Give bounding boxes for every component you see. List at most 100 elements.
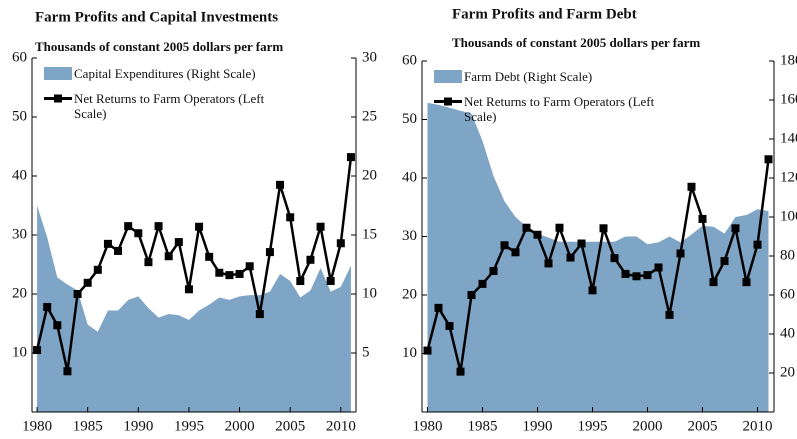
y2-tick-label: 25	[362, 108, 377, 124]
marker	[676, 249, 685, 258]
legend-label: Net Returns to Farm Operators (Left Scal…	[464, 94, 655, 124]
x-tick-label: 1985	[73, 418, 103, 434]
marker	[255, 310, 264, 319]
y2-tick-label: 60	[780, 286, 795, 302]
y2-tick-label: 5	[362, 344, 370, 360]
x-tick-label: 1985	[468, 418, 498, 434]
legend-swatch	[44, 67, 72, 80]
x-tick-label: 1980	[22, 418, 52, 434]
marker	[632, 272, 641, 281]
marker	[53, 321, 62, 330]
legend-label: Capital Expenditures (Right Scale)	[74, 66, 256, 81]
marker	[93, 265, 102, 274]
chart-title: Farm Profits and Farm Debt	[452, 6, 637, 22]
y-tick-label: 50	[12, 108, 27, 124]
marker	[174, 238, 183, 247]
y-tick-label: 40	[402, 169, 417, 185]
y2-tick-label: 20	[362, 167, 377, 183]
legend-swatch	[44, 94, 72, 103]
y-tick-label: 30	[402, 228, 417, 244]
marker	[434, 303, 443, 312]
marker	[114, 246, 123, 255]
marker	[511, 248, 520, 257]
legend-label: Net Returns to Farm Operators (Left Scal…	[74, 91, 265, 121]
y2-tick-label: 100	[780, 208, 797, 224]
marker	[164, 252, 173, 261]
marker	[698, 214, 707, 223]
y-tick-label: 10	[12, 344, 27, 360]
marker	[73, 290, 82, 298]
y2-tick-label: 160	[780, 91, 797, 107]
legend-entry: Net Returns to Farm Operators (Left Scal…	[44, 91, 274, 121]
marker	[225, 271, 234, 280]
marker	[654, 263, 663, 272]
marker	[346, 153, 355, 162]
marker	[753, 240, 762, 249]
y2-tick-label: 15	[362, 226, 377, 242]
marker	[522, 223, 531, 232]
marker	[577, 239, 586, 248]
marker	[296, 277, 305, 286]
y2-tick-label: 30	[362, 49, 377, 65]
x-tick-label: 2000	[633, 418, 663, 434]
marker	[544, 259, 553, 268]
marker	[83, 278, 92, 287]
y-tick-label: 50	[402, 111, 417, 127]
legend: Capital Expenditures (Right Scale) Net Re…	[44, 66, 274, 131]
marker	[566, 253, 575, 262]
marker	[215, 268, 224, 277]
marker	[316, 222, 325, 231]
marker	[555, 223, 564, 232]
y-tick-label: 10	[402, 345, 417, 361]
marker	[423, 346, 432, 355]
marker	[195, 222, 204, 231]
y-tick-label: 30	[12, 226, 27, 242]
marker	[43, 302, 52, 311]
x-tick-label: 2000	[225, 418, 255, 434]
marker	[709, 278, 718, 287]
marker	[489, 267, 498, 276]
marker	[533, 230, 542, 239]
marker	[326, 277, 335, 286]
legend-entry: Net Returns to Farm Operators (Left Scal…	[434, 94, 664, 124]
marker	[456, 367, 465, 376]
marker	[63, 367, 72, 376]
marker	[500, 241, 509, 250]
marker	[467, 291, 476, 299]
marker	[621, 269, 630, 278]
marker	[235, 269, 244, 278]
y-tick-label: 40	[12, 167, 27, 183]
chart-subtitle: Thousands of constant 2005 dollars per f…	[452, 35, 700, 50]
y-tick-label: 20	[402, 286, 417, 302]
marker	[33, 346, 42, 355]
swatch-area	[44, 67, 72, 80]
legend-label: Farm Debt (Right Scale)	[464, 69, 593, 84]
y2-tick-label: 40	[780, 325, 795, 341]
x-tick-label: 1990	[123, 418, 153, 434]
legend-entry: Capital Expenditures (Right Scale)	[44, 66, 274, 81]
marker	[687, 182, 696, 191]
marker	[720, 257, 729, 266]
marker	[665, 310, 674, 319]
y-tick-label: 20	[12, 285, 27, 301]
y-tick-label: 60	[402, 52, 417, 68]
marker	[286, 213, 295, 222]
marker	[184, 285, 193, 294]
marker	[306, 255, 315, 264]
swatch-area	[434, 70, 462, 83]
y2-tick-label: 80	[780, 247, 795, 263]
marker	[599, 224, 608, 233]
marker	[103, 239, 112, 248]
marker	[124, 222, 133, 231]
legend: Farm Debt (Right Scale) Net Returns to Fa…	[434, 69, 664, 134]
legend-swatch	[434, 70, 462, 83]
y2-tick-label: 180	[780, 52, 797, 68]
x-tick-label: 1995	[174, 418, 204, 434]
x-tick-label: 2005	[688, 418, 718, 434]
x-tick-label: 1980	[413, 418, 443, 434]
swatch-marker	[54, 94, 62, 103]
area	[37, 205, 351, 412]
marker	[764, 155, 773, 164]
marker	[154, 222, 163, 231]
